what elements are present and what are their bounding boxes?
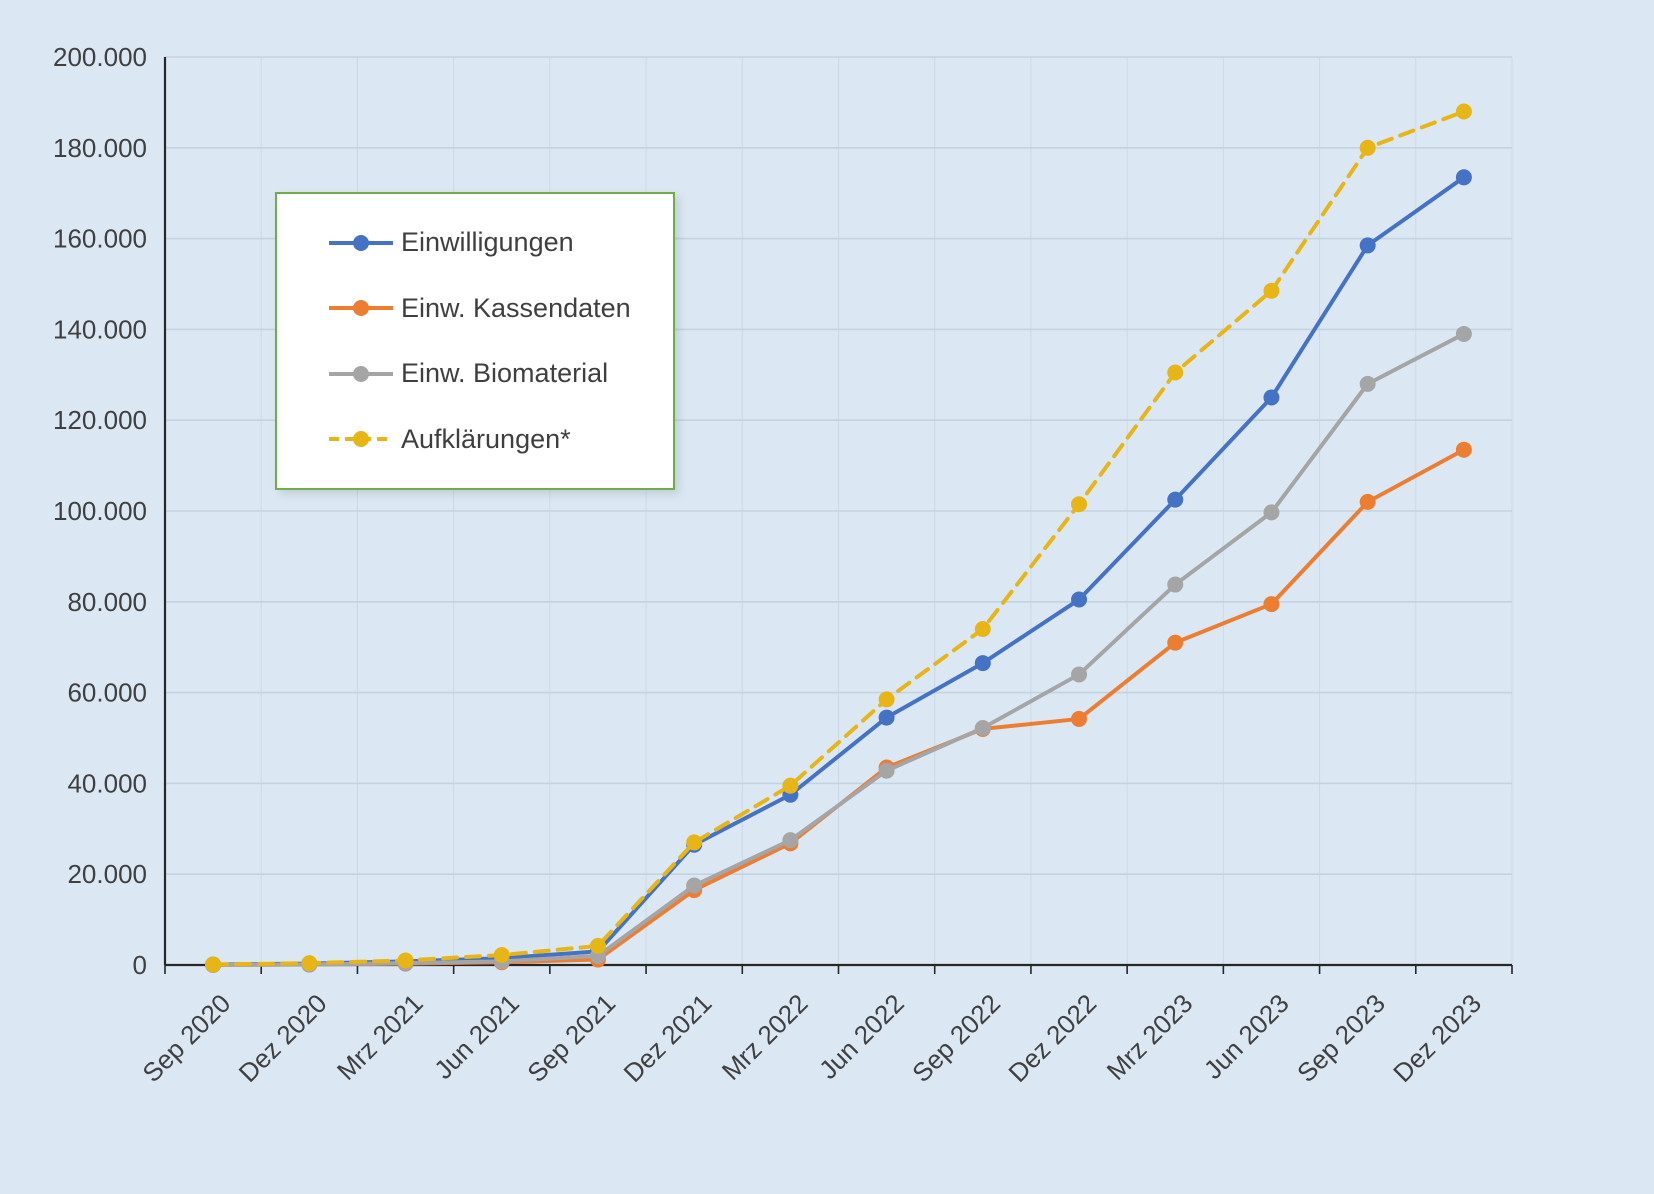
data-point-marker — [1263, 389, 1280, 406]
legend-label-einwilligungen: Einwilligungen — [401, 227, 574, 258]
legend-item-kassendaten: Einw. Kassendaten — [329, 293, 663, 324]
data-point-marker — [974, 655, 991, 672]
y-tick-label: 180.000 — [53, 133, 147, 163]
x-tick-label: Sep 2021 — [521, 988, 621, 1088]
data-point-marker — [589, 937, 606, 954]
data-point-marker — [974, 621, 991, 638]
legend-line-marker-einwilligungen — [329, 234, 393, 251]
y-tick-label: 80.000 — [67, 587, 147, 617]
data-point-marker — [1359, 493, 1376, 510]
y-tick-label: 20.000 — [67, 859, 147, 889]
data-point-marker — [1071, 496, 1088, 513]
series-line-2 — [211, 331, 1466, 967]
legend-sample-marker — [353, 234, 369, 251]
legend-sample-marker — [353, 300, 369, 317]
y-tick-label: 0 — [133, 950, 147, 980]
data-point-marker — [205, 956, 222, 973]
data-point-marker — [878, 691, 895, 708]
data-point-marker — [397, 952, 414, 969]
legend-sample-marker — [353, 365, 369, 382]
data-point-marker — [1071, 666, 1088, 683]
data-point-marker — [686, 877, 703, 894]
y-tick-label: 140.000 — [53, 314, 147, 344]
y-tick-label: 120.000 — [53, 405, 147, 435]
x-tick-label: Dez 2020 — [233, 988, 333, 1088]
data-point-marker — [782, 832, 799, 849]
data-point-marker — [1263, 282, 1280, 299]
series-line-3 — [211, 109, 1466, 967]
legend-line-marker-kassendaten — [329, 300, 393, 317]
data-point-marker — [1071, 591, 1088, 608]
data-point-marker — [686, 834, 703, 851]
data-point-marker — [878, 762, 895, 779]
x-tick-label: Sep 2022 — [906, 988, 1006, 1088]
data-point-marker — [782, 777, 799, 794]
legend-sample-marker — [353, 431, 369, 448]
y-tick-label: 160.000 — [53, 224, 147, 254]
x-tick-label: Dez 2021 — [617, 988, 717, 1088]
x-tick-label: Sep 2020 — [136, 988, 236, 1088]
legend-item-biomaterial: Einw. Biomaterial — [329, 358, 663, 389]
x-tick-label: Mrz 2022 — [716, 988, 814, 1086]
data-point-marker — [974, 720, 991, 737]
data-point-marker — [493, 947, 510, 964]
data-point-marker — [1167, 364, 1184, 381]
data-point-marker — [301, 955, 318, 972]
x-tick-label: Jun 2021 — [428, 988, 525, 1085]
x-tick-label: Dez 2023 — [1387, 988, 1487, 1088]
legend-label-kassendaten: Einw. Kassendaten — [401, 292, 631, 323]
chart-legend: Einwilligungen Einw. Kassendaten Einw. B… — [275, 192, 675, 490]
data-point-marker — [1455, 441, 1472, 458]
legend-label-biomaterial: Einw. Biomaterial — [401, 358, 609, 389]
x-tick-label: Mrz 2021 — [331, 988, 429, 1086]
y-tick-label: 60.000 — [67, 678, 147, 708]
data-point-marker — [1263, 596, 1280, 613]
data-point-marker — [1359, 237, 1376, 254]
data-point-marker — [1359, 375, 1376, 392]
x-tick-label: Mrz 2023 — [1101, 988, 1199, 1086]
data-point-marker — [1263, 504, 1280, 521]
data-point-marker — [1167, 491, 1184, 508]
x-tick-label: Dez 2022 — [1002, 988, 1102, 1088]
data-point-marker — [1167, 576, 1184, 593]
x-tick-label: Jun 2023 — [1198, 988, 1295, 1085]
legend-item-aufklaerungen: Aufklärungen* — [329, 424, 663, 455]
y-tick-label: 200.000 — [53, 42, 147, 72]
legend-line-marker-aufklaerungen — [329, 431, 393, 448]
data-point-marker — [878, 709, 895, 726]
legend-item-einwilligungen: Einwilligungen — [329, 227, 663, 258]
data-point-marker — [1455, 325, 1472, 342]
data-point-marker — [1071, 710, 1088, 727]
x-tick-label: Jun 2022 — [813, 988, 910, 1085]
data-point-marker — [1455, 169, 1472, 186]
legend-line-marker-biomaterial — [329, 365, 393, 382]
data-point-marker — [1167, 634, 1184, 651]
data-point-marker — [1359, 139, 1376, 156]
y-tick-label: 40.000 — [67, 768, 147, 798]
legend-label-aufklaerungen: Aufklärungen* — [401, 423, 571, 454]
x-tick-label: Sep 2023 — [1291, 988, 1391, 1088]
y-tick-label: 100.000 — [53, 496, 147, 526]
data-point-marker — [1455, 103, 1472, 120]
